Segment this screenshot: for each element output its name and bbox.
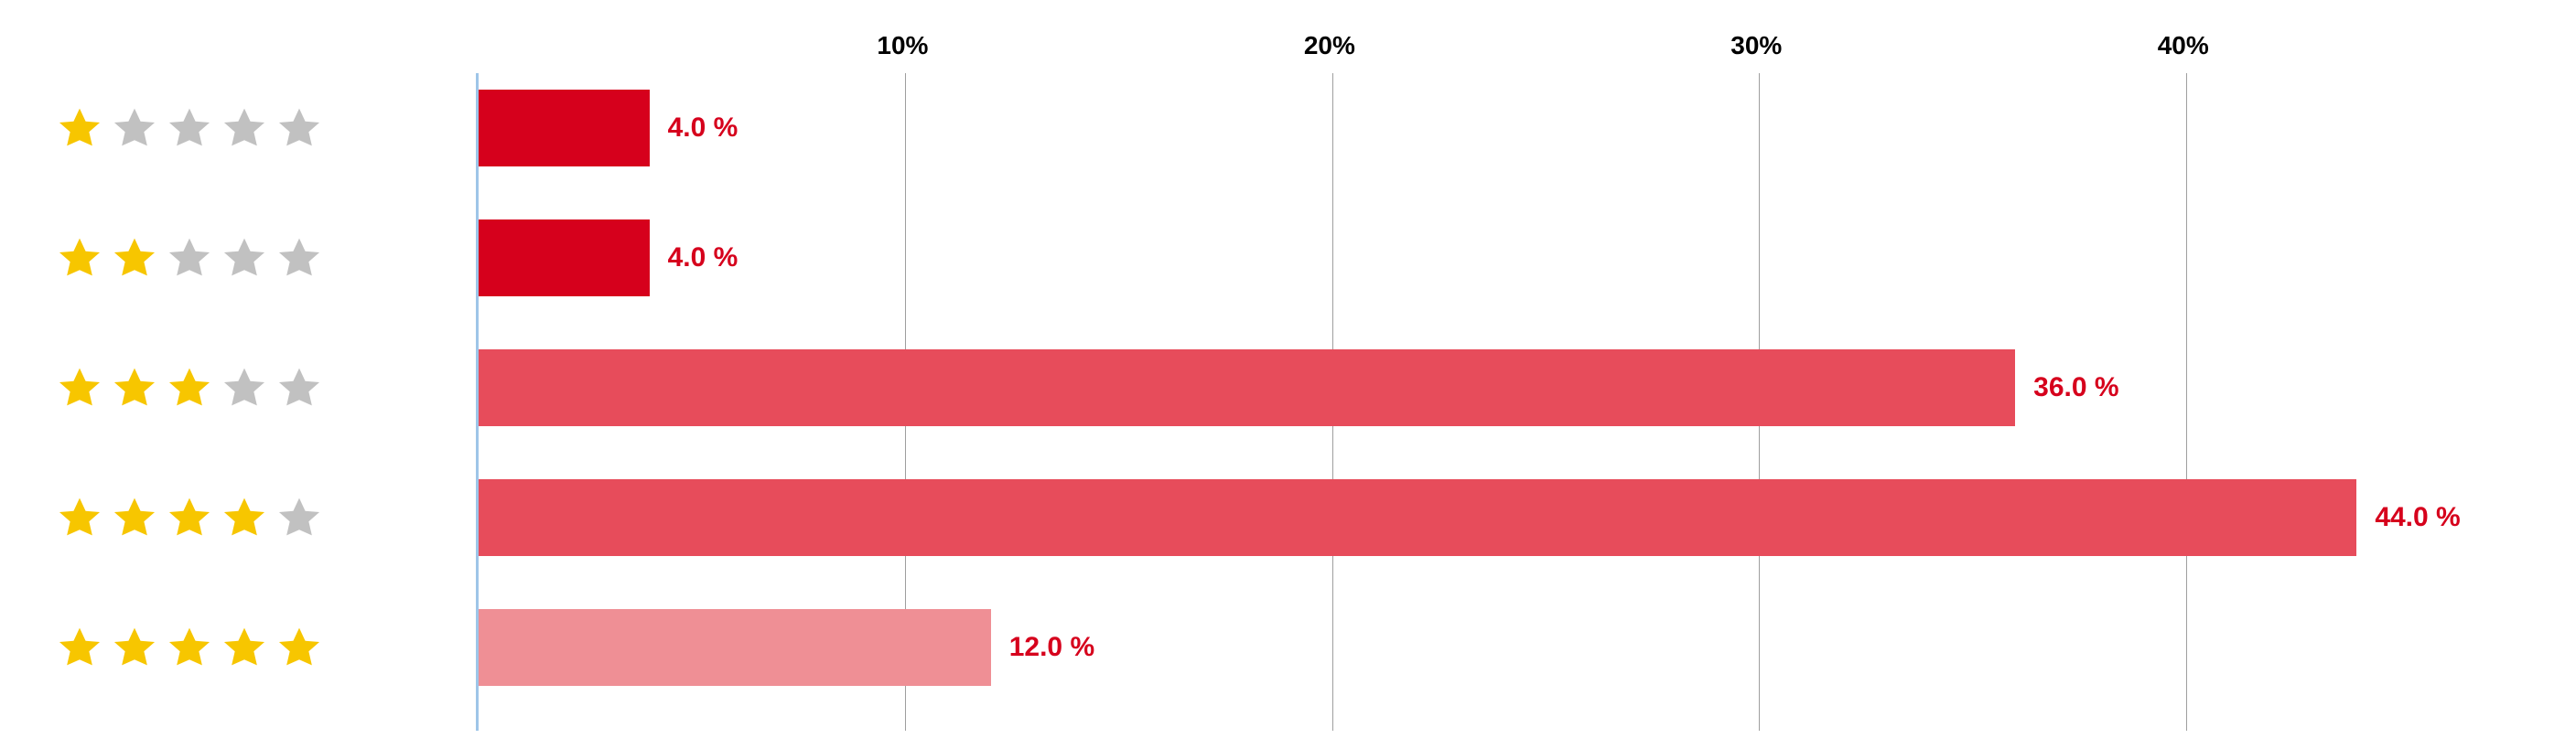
chart-row: 4.0 % xyxy=(479,219,2484,296)
axis-tick-label: 40% xyxy=(2158,31,2209,60)
star-filled-icon xyxy=(220,623,269,672)
plot-area: 4.0 % 4.0 % 36.0 % 44.0 % 12.0 % xyxy=(476,73,2484,731)
star-filled-icon xyxy=(275,623,324,672)
star-empty-icon xyxy=(165,103,214,153)
star-empty-icon xyxy=(275,103,324,153)
star-rating xyxy=(55,493,324,542)
axis-tick-label: 30% xyxy=(1730,31,1782,60)
star-empty-icon xyxy=(275,493,324,542)
chart-row: 44.0 % xyxy=(479,479,2484,556)
star-rating xyxy=(55,233,324,283)
chart-row: 4.0 % xyxy=(479,90,2484,166)
bar-value-label: 44.0 % xyxy=(2375,502,2460,533)
axis-tick-label: 20% xyxy=(1304,31,1355,60)
chart-row: 12.0 % xyxy=(479,609,2484,686)
star-filled-icon xyxy=(110,623,159,672)
star-filled-icon xyxy=(55,363,104,412)
star-empty-icon xyxy=(275,363,324,412)
star-empty-icon xyxy=(275,233,324,283)
star-empty-icon xyxy=(165,233,214,283)
star-rating xyxy=(55,103,324,153)
star-filled-icon xyxy=(165,493,214,542)
rating-distribution-chart: 4.0 % 4.0 % 36.0 % 44.0 % 12.0 % 10% 20% 30% 40% xyxy=(0,0,2576,749)
star-filled-icon xyxy=(220,493,269,542)
star-empty-icon xyxy=(220,233,269,283)
star-rating xyxy=(55,363,324,412)
star-filled-icon xyxy=(165,623,214,672)
bar-value-label: 4.0 % xyxy=(668,112,738,144)
star-empty-icon xyxy=(220,103,269,153)
bar-value-label: 4.0 % xyxy=(668,242,738,273)
axis-tick-label: 10% xyxy=(877,31,928,60)
bar xyxy=(479,479,2356,556)
star-rating xyxy=(55,623,324,672)
bar xyxy=(479,219,650,296)
star-filled-icon xyxy=(55,103,104,153)
bar xyxy=(479,349,2015,426)
star-empty-icon xyxy=(110,103,159,153)
star-filled-icon xyxy=(55,493,104,542)
bar xyxy=(479,90,650,166)
star-filled-icon xyxy=(110,233,159,283)
star-filled-icon xyxy=(55,233,104,283)
bar-value-label: 36.0 % xyxy=(2033,372,2118,403)
star-filled-icon xyxy=(110,493,159,542)
star-filled-icon xyxy=(165,363,214,412)
bar-value-label: 12.0 % xyxy=(1009,632,1094,663)
star-filled-icon xyxy=(110,363,159,412)
star-empty-icon xyxy=(220,363,269,412)
chart-row: 36.0 % xyxy=(479,349,2484,426)
bar xyxy=(479,609,991,686)
star-filled-icon xyxy=(55,623,104,672)
